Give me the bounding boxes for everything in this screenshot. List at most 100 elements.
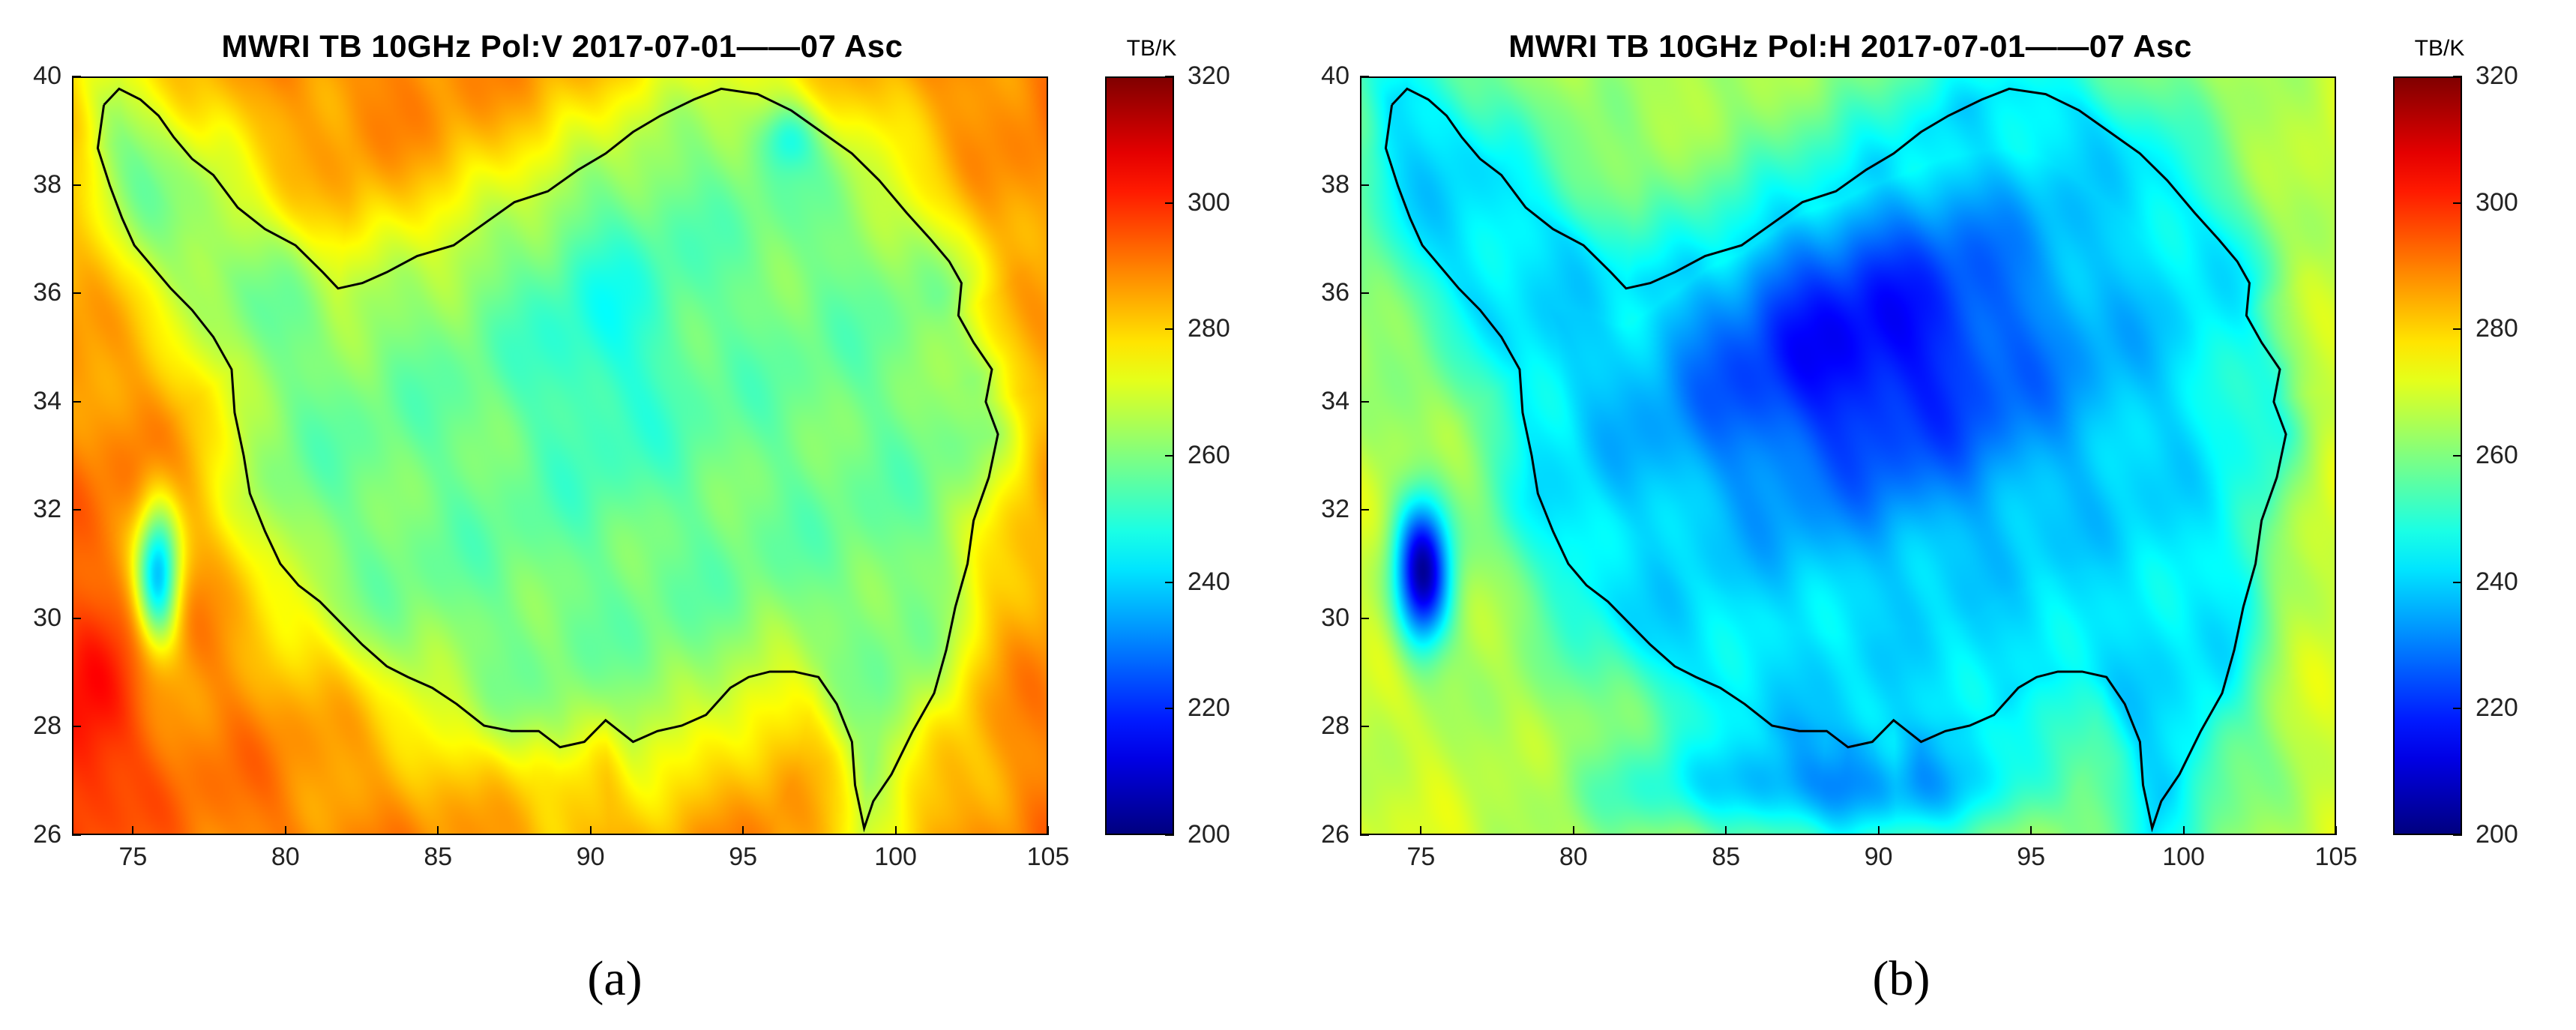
y-tick-label: 38 xyxy=(33,169,61,199)
x-tick-label: 85 xyxy=(1712,843,1741,871)
x-tick-label: 80 xyxy=(271,843,300,871)
y-tick-label: 40 xyxy=(1321,61,1349,90)
x-tick-label: 90 xyxy=(1864,843,1893,871)
x-tick-mark xyxy=(284,826,286,835)
colorbar-tick-label: 240 xyxy=(2476,567,2518,596)
colorbar-tick-mark xyxy=(2453,581,2462,583)
plateau-boundary xyxy=(96,87,999,833)
y-tick-mark xyxy=(72,292,81,295)
colorbar-tick-label: 200 xyxy=(1188,820,1230,849)
colorbar-tick-label: 320 xyxy=(2476,61,2518,90)
x-tick-mark xyxy=(132,826,134,835)
y-tick-mark xyxy=(1360,726,1369,728)
colorbar-tick-label: 220 xyxy=(1188,693,1230,723)
colorbar-tick-mark xyxy=(2453,708,2462,710)
y-tick-mark xyxy=(1360,617,1369,619)
x-tick-mark xyxy=(2335,826,2337,835)
y-tick-mark xyxy=(72,400,81,403)
panel-label: (b) xyxy=(1872,951,1931,1006)
colorbar-tick-label: 240 xyxy=(1188,567,1230,596)
y-tick-mark xyxy=(1360,292,1369,295)
colorbar-tick-mark xyxy=(1165,76,1174,77)
x-tick-label: 105 xyxy=(1026,843,1070,871)
panel-label: (a) xyxy=(587,951,643,1006)
heatmap-plot-area xyxy=(1360,76,2336,835)
x-tick-mark xyxy=(589,826,592,835)
colorbar-tick-label: 280 xyxy=(2476,314,2518,343)
y-tick-label: 34 xyxy=(33,386,61,415)
colorbar-tick-mark xyxy=(1165,202,1174,204)
colorbar-tick-label: 220 xyxy=(2476,693,2518,723)
colorbar-tick-label: 280 xyxy=(1188,314,1230,343)
y-tick-mark xyxy=(72,834,81,836)
x-tick-mark xyxy=(1877,826,1880,835)
y-tick-mark xyxy=(72,509,81,511)
y-tick-label: 32 xyxy=(1321,495,1349,524)
x-tick-mark xyxy=(742,826,744,835)
x-tick-label: 90 xyxy=(576,843,605,871)
colorbar-tick-mark xyxy=(2453,834,2462,836)
x-tick-label: 100 xyxy=(874,843,917,871)
colorbar-tick-label: 260 xyxy=(1188,441,1230,469)
y-tick-label: 26 xyxy=(33,820,61,849)
colorbar-tick-mark xyxy=(2453,328,2462,331)
colorbar-tick-mark xyxy=(2453,202,2462,204)
chart-panel-b: MWRI TB 10GHz Pol:H 2017-07-01——07 Asc 2… xyxy=(1288,0,2576,1030)
y-tick-label: 36 xyxy=(33,278,61,307)
colorbar-tick-label: 260 xyxy=(2476,441,2518,469)
chart-title: MWRI TB 10GHz Pol:V 2017-07-01——07 Asc xyxy=(221,28,903,64)
colorbar xyxy=(1105,76,1174,835)
x-tick-mark xyxy=(1047,826,1049,835)
x-tick-label: 95 xyxy=(729,843,758,871)
y-tick-label: 30 xyxy=(33,603,61,632)
plateau-boundary xyxy=(1384,87,2287,833)
colorbar-unit: TB/K xyxy=(2414,36,2465,61)
y-tick-label: 28 xyxy=(1321,711,1349,741)
y-tick-mark xyxy=(1360,400,1369,403)
x-tick-mark xyxy=(1572,826,1574,835)
y-tick-mark xyxy=(72,184,81,186)
colorbar-tick-mark xyxy=(2453,76,2462,77)
y-tick-mark xyxy=(1360,76,1369,77)
colorbar-tick-mark xyxy=(1165,834,1174,836)
x-tick-label: 75 xyxy=(1406,843,1436,871)
colorbar-tick-mark xyxy=(1165,708,1174,710)
y-tick-label: 32 xyxy=(33,495,61,524)
x-tick-label: 80 xyxy=(1559,843,1588,871)
x-tick-mark xyxy=(1420,826,1422,835)
colorbar-tick-label: 300 xyxy=(1188,187,1230,217)
chart-title: MWRI TB 10GHz Pol:H 2017-07-01——07 Asc xyxy=(1508,28,2192,64)
colorbar-tick-mark xyxy=(1165,328,1174,331)
y-tick-label: 40 xyxy=(33,61,61,90)
colorbar-tick-mark xyxy=(1165,455,1174,457)
x-tick-label: 75 xyxy=(118,843,148,871)
colorbar-tick-mark xyxy=(2453,455,2462,457)
y-tick-mark xyxy=(72,726,81,728)
x-tick-label: 85 xyxy=(424,843,453,871)
colorbar-tick-label: 300 xyxy=(2476,187,2518,217)
y-tick-label: 28 xyxy=(33,711,61,741)
x-tick-mark xyxy=(2182,826,2185,835)
x-tick-mark xyxy=(1725,826,1727,835)
colorbar-tick-label: 320 xyxy=(1188,61,1230,90)
y-tick-label: 26 xyxy=(1321,820,1349,849)
y-tick-label: 34 xyxy=(1321,386,1349,415)
heatmap-plot-area xyxy=(72,76,1048,835)
chart-panel-a: MWRI TB 10GHz Pol:V 2017-07-01——07 Asc 2… xyxy=(33,28,1230,1006)
y-tick-label: 38 xyxy=(1321,169,1349,199)
x-tick-label: 95 xyxy=(2017,843,2046,871)
colorbar-tick-label: 200 xyxy=(2476,820,2518,849)
x-tick-label: 100 xyxy=(2162,843,2205,871)
x-tick-mark xyxy=(437,826,439,835)
x-tick-mark xyxy=(2030,826,2032,835)
y-tick-label: 36 xyxy=(1321,278,1349,307)
y-tick-label: 30 xyxy=(1321,603,1349,632)
y-tick-mark xyxy=(1360,834,1369,836)
x-tick-label: 105 xyxy=(2314,843,2358,871)
y-tick-mark xyxy=(1360,184,1369,186)
colorbar-tick-mark xyxy=(1165,581,1174,583)
colorbar-unit: TB/K xyxy=(1126,36,1177,61)
y-tick-mark xyxy=(72,617,81,619)
colorbar xyxy=(2393,76,2462,835)
y-tick-mark xyxy=(72,76,81,77)
